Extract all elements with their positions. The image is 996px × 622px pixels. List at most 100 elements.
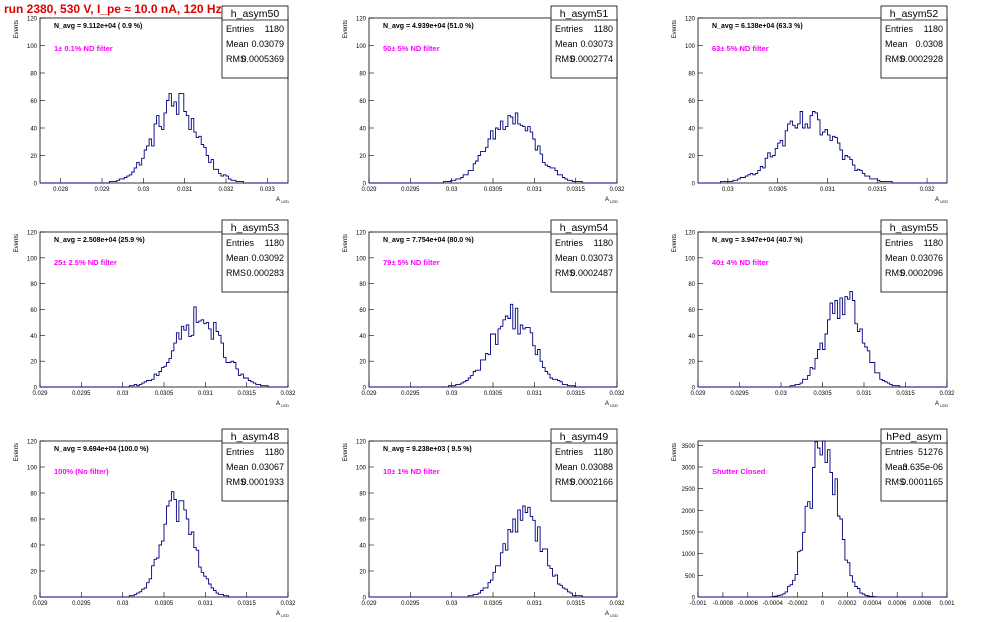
x-tick-label: 0.033: [260, 187, 276, 193]
stats-label: Entries: [555, 24, 584, 34]
histogram-line: [369, 303, 617, 388]
y-tick-label: 3000: [682, 466, 696, 472]
x-tick-label: 0.0305: [813, 391, 832, 397]
histogram-line: [369, 505, 617, 598]
stats-value: 1180: [594, 238, 613, 248]
stats-label: RMS: [555, 268, 575, 278]
x-tick-label: 0.0305: [484, 187, 503, 193]
x-tick-label: 0.03: [722, 187, 734, 193]
stats-label: Mean: [885, 39, 908, 49]
x-tick-label: 0.032: [609, 391, 625, 397]
navg-label: N_avg = 6.138e+04 (63.3 %): [712, 23, 803, 30]
stats-value: 1180: [265, 238, 284, 248]
stats-value: 0.0002166: [570, 477, 613, 487]
x-tick-label: -0.0006: [738, 601, 759, 607]
y-tick-label: 60: [30, 99, 37, 105]
x-tick-label: 0.031: [527, 187, 543, 193]
stats-value: 0.0002928: [900, 54, 943, 64]
y-tick-label: 60: [688, 99, 695, 105]
x-tick-label: 0.031: [198, 391, 214, 397]
panel-h-asym48: 0 20 40 60 80 100 120 0.029 0.0295 0.03 0.0305 0.03…: [14, 428, 296, 618]
x-tick-label: 0.0305: [155, 601, 174, 607]
x-tick-label: 0.032: [939, 391, 955, 397]
x-tick-label: 0.0305: [769, 187, 788, 193]
x-tick-label: 0.03: [117, 601, 129, 607]
stats-box: [880, 428, 948, 502]
y-tick-label: 2000: [682, 509, 696, 515]
stats-value: 0.0308: [915, 39, 943, 49]
x-tick-label: 0.031: [820, 187, 836, 193]
stats-value: 0.0002096: [900, 268, 943, 278]
x-tick-label: 0.029: [361, 601, 377, 607]
y-axis-label: Events: [14, 234, 20, 252]
y-tick-label: 0: [34, 386, 38, 392]
stats-value: 0.0001165: [901, 477, 943, 487]
run-title: run 2380, 530 V, I_pe ≈ 10.0 nA, 120 Hz: [4, 2, 222, 16]
histogram-line: [40, 491, 288, 598]
x-tick-label: 0.032: [609, 601, 625, 607]
x-tick-label: -0.001: [689, 601, 707, 607]
y-tick-label: 1000: [682, 552, 696, 558]
x-tick-label: 0.0315: [566, 187, 585, 193]
stats-value: 0.03067: [251, 462, 284, 472]
navg-label: N_avg = 9.694e+04 (100.0 %): [54, 446, 149, 453]
y-tick-label: 100: [356, 256, 367, 262]
y-tick-label: 0: [363, 596, 367, 602]
x-axis-label-sub: LED: [609, 199, 618, 204]
histogram-line: [698, 290, 947, 388]
y-tick-label: 100: [27, 466, 38, 472]
stats-label: Entries: [885, 24, 914, 34]
panel-h-asym55: 0 20 40 60 80 100 120 0.029 0.0295 0.03 0.0305 0.03…: [672, 219, 955, 408]
y-tick-label: 100: [685, 44, 696, 50]
stats-label: Entries: [226, 238, 255, 248]
x-axis-label-sub: LED: [609, 613, 618, 618]
navg-label: N_avg = 4.939e+04 (51.0 %): [383, 23, 474, 30]
histogram-line: [369, 112, 617, 184]
histogram-line: [40, 306, 288, 388]
x-tick-label: 0.029: [361, 187, 377, 193]
filter-annotation: 10± 1% ND filter: [383, 467, 440, 476]
x-tick-label: 0.029: [361, 391, 377, 397]
y-tick-label: 40: [688, 127, 695, 133]
stats-label: RMS: [226, 477, 246, 487]
stats-title: h_asym52: [890, 8, 939, 20]
stats-value: 0.0005369: [241, 54, 284, 64]
stats-box: [221, 5, 289, 79]
x-tick-label: 0.0002: [838, 601, 857, 607]
stats-label: Entries: [226, 447, 255, 457]
stats-title: h_asym54: [560, 222, 609, 234]
x-axis-label: A LED: [605, 401, 618, 408]
x-axis-label-sub: LED: [280, 199, 289, 204]
y-tick-label: 20: [359, 360, 366, 366]
filter-annotation: 25± 2.5% ND filter: [54, 258, 117, 267]
x-tick-label: 0.029: [690, 391, 706, 397]
stats-box: [550, 428, 618, 502]
stats-box: [550, 219, 618, 293]
y-tick-label: 100: [685, 256, 696, 262]
y-axis-label: Events: [343, 443, 349, 461]
y-axis-label: Events: [343, 20, 349, 38]
stats-value: 0.000283: [246, 268, 284, 278]
y-tick-label: 40: [359, 544, 366, 550]
x-tick-label: 0.03: [446, 391, 458, 397]
y-tick-label: 80: [359, 282, 366, 288]
y-tick-label: 120: [356, 440, 367, 446]
filter-annotation: Shutter Closed: [712, 467, 766, 476]
x-tick-label: 0.0295: [72, 391, 91, 397]
x-tick-label: 0.032: [280, 391, 296, 397]
y-tick-label: 20: [30, 154, 37, 160]
x-tick-label: 0: [821, 601, 825, 607]
y-tick-label: 80: [359, 492, 366, 498]
x-tick-label: 0.0004: [863, 601, 882, 607]
stats-box: [221, 219, 289, 293]
x-axis-label-sub: LED: [280, 403, 289, 408]
x-axis-label: A LED: [276, 611, 289, 618]
y-tick-label: 60: [359, 99, 366, 105]
stats-value: 0.03079: [251, 39, 284, 49]
stats-label: Entries: [555, 238, 584, 248]
x-tick-label: 0.031: [198, 601, 214, 607]
filter-annotation: 63± 5% ND filter: [712, 44, 769, 53]
y-tick-label: 60: [30, 518, 37, 524]
stats-title: h_asym50: [231, 8, 280, 20]
